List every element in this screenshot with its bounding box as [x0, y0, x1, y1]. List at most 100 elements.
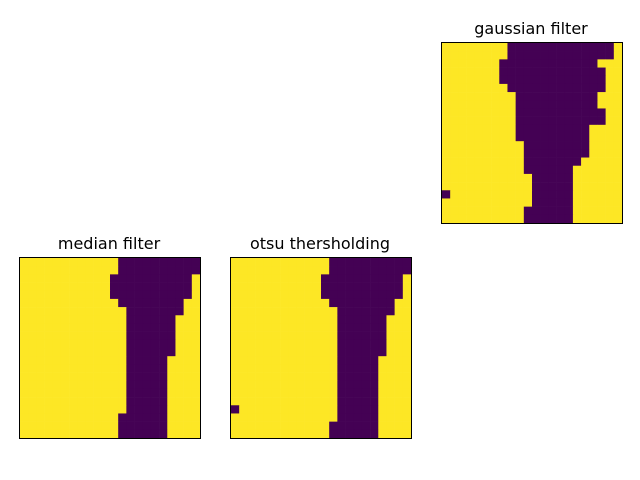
- heatmap-cell: [77, 348, 86, 357]
- heatmap-cell: [85, 307, 94, 316]
- heatmap-cell: [134, 307, 144, 316]
- heatmap-cell: [183, 315, 193, 324]
- heatmap-cell: [597, 214, 606, 224]
- heatmap-cell: [482, 100, 492, 109]
- heatmap-cell: [345, 298, 355, 308]
- heatmap-cell: [450, 141, 459, 150]
- heatmap-cell: [597, 198, 606, 207]
- heatmap-cell: [183, 421, 193, 431]
- heatmap-cell: [499, 108, 508, 117]
- heatmap-cell: [321, 339, 330, 349]
- heatmap-cell: [142, 388, 152, 398]
- heatmap-cell: [28, 364, 37, 373]
- heatmap-cell: [183, 429, 193, 439]
- heatmap-cell: [118, 274, 127, 283]
- heatmap-cell: [556, 198, 566, 207]
- heatmap-cell: [69, 282, 78, 292]
- heatmap-cell: [150, 266, 160, 275]
- heatmap-cell: [263, 421, 273, 431]
- heatmap-cell: [280, 290, 289, 300]
- heatmap-cell: [28, 298, 37, 308]
- heatmap-cell: [110, 413, 119, 422]
- heatmap-cell: [231, 339, 240, 349]
- heatmap-cell: [85, 298, 94, 308]
- heatmap-cell: [370, 421, 379, 431]
- heatmap-cell: [597, 149, 606, 158]
- heatmap-cell: [36, 258, 45, 267]
- heatmap-cell: [613, 173, 623, 183]
- heatmap-cell: [52, 380, 62, 390]
- heatmap-cell: [329, 429, 338, 439]
- heatmap-cell: [247, 429, 256, 439]
- heatmap-cell: [159, 331, 168, 341]
- heatmap-cell: [572, 190, 582, 199]
- heatmap-cell: [271, 380, 281, 390]
- heatmap-cell: [540, 206, 549, 216]
- heatmap-cell: [450, 116, 459, 126]
- heatmap-cell: [101, 274, 111, 283]
- heatmap-cell: [191, 323, 201, 332]
- heatmap-cell: [466, 92, 476, 101]
- heatmap-cell: [353, 421, 363, 431]
- heatmap-cell: [175, 356, 184, 365]
- heatmap-cell: [402, 307, 412, 316]
- heatmap-cell: [110, 397, 119, 406]
- heatmap-cell: [183, 266, 193, 275]
- heatmap-cell: [159, 258, 168, 267]
- heatmap-cell: [482, 108, 492, 117]
- heatmap-cell: [491, 182, 500, 191]
- heatmap-cell: [523, 190, 533, 199]
- heatmap-cell: [263, 429, 273, 439]
- heatmap-cell: [458, 51, 467, 60]
- heatmap-cell: [353, 282, 363, 292]
- heatmap-cell: [150, 307, 160, 316]
- heatmap-cell: [345, 307, 355, 316]
- heatmap-cell: [183, 339, 193, 349]
- heatmap-cell: [450, 108, 459, 117]
- heatmap-cell: [370, 307, 379, 316]
- heatmap-cell: [142, 323, 152, 332]
- heatmap-cell: [329, 348, 338, 357]
- heatmap-cell: [183, 372, 193, 382]
- heatmap-cell: [321, 282, 330, 292]
- heatmap-cell: [167, 323, 176, 332]
- heatmap-cell: [589, 75, 598, 85]
- heatmap-cell: [60, 429, 70, 439]
- heatmap-cell: [263, 413, 273, 422]
- heatmap-cell: [370, 290, 379, 300]
- heatmap-cell: [540, 173, 549, 183]
- heatmap-cell: [167, 372, 176, 382]
- heatmap-cell: [589, 92, 598, 101]
- heatmap-cell: [304, 405, 314, 414]
- heatmap-cell: [231, 397, 240, 406]
- heatmap-cell: [548, 206, 557, 216]
- heatmap-cell: [52, 331, 62, 341]
- heatmap-cell: [247, 298, 256, 308]
- heatmap-cell: [126, 429, 135, 439]
- heatmap-cell: [556, 173, 566, 183]
- heatmap-cell: [386, 364, 395, 373]
- heatmap-cell: [118, 339, 127, 349]
- heatmap-cell: [263, 282, 273, 292]
- heatmap-cell: [304, 282, 314, 292]
- heatmap-cell: [110, 388, 119, 398]
- heatmap-cell: [175, 429, 184, 439]
- heatmap-cell: [613, 67, 623, 77]
- heatmap-cell: [458, 214, 467, 224]
- heatmap-cell: [134, 290, 144, 300]
- heatmap-cell: [20, 331, 29, 341]
- heatmap-cell: [386, 274, 395, 283]
- heatmap-cell: [28, 405, 37, 414]
- heatmap-cell: [20, 421, 29, 431]
- heatmap-cell: [118, 413, 127, 422]
- heatmap-cell: [556, 165, 566, 175]
- heatmap-cell: [329, 266, 338, 275]
- heatmap-cell: [280, 339, 289, 349]
- heatmap-cell: [491, 43, 500, 52]
- heatmap-cell: [556, 149, 566, 158]
- heatmap-cell: [183, 364, 193, 373]
- heatmap-cell: [394, 339, 404, 349]
- heatmap-cell: [597, 75, 606, 85]
- heatmap-cell: [142, 307, 152, 316]
- heatmap-cell: [507, 67, 516, 77]
